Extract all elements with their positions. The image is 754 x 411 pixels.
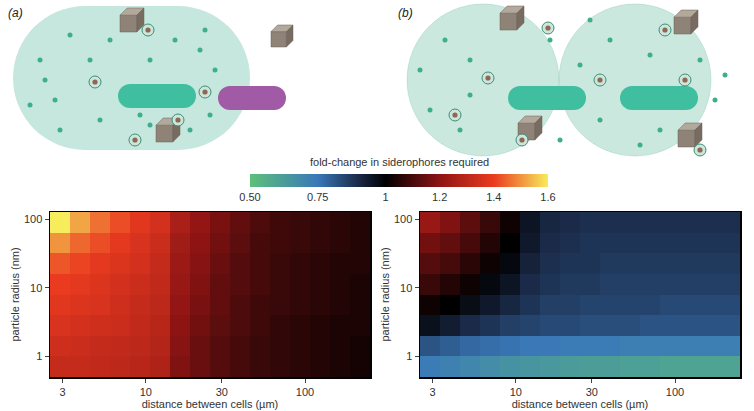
svg-text:1.4: 1.4 bbox=[486, 191, 501, 203]
svg-text:30: 30 bbox=[586, 386, 598, 398]
svg-text:10: 10 bbox=[400, 282, 412, 294]
svg-text:0.75: 0.75 bbox=[307, 191, 328, 203]
svg-text:1: 1 bbox=[382, 191, 388, 203]
svg-text:particle radius (nm): particle radius (nm) bbox=[9, 247, 21, 341]
svg-text:particle radius (nm): particle radius (nm) bbox=[379, 247, 391, 341]
svg-text:100: 100 bbox=[394, 213, 412, 225]
svg-text:distance between cells (µm): distance between cells (µm) bbox=[142, 398, 279, 410]
svg-text:1: 1 bbox=[406, 350, 412, 362]
svg-text:1: 1 bbox=[36, 350, 42, 362]
svg-text:100: 100 bbox=[666, 386, 684, 398]
svg-text:3: 3 bbox=[60, 386, 66, 398]
svg-text:(a): (a) bbox=[8, 6, 23, 20]
svg-text:30: 30 bbox=[216, 386, 228, 398]
svg-text:10: 10 bbox=[30, 282, 42, 294]
svg-text:1.2: 1.2 bbox=[432, 191, 447, 203]
svg-text:3: 3 bbox=[430, 386, 436, 398]
svg-text:10: 10 bbox=[140, 386, 152, 398]
svg-text:distance between cells (µm): distance between cells (µm) bbox=[512, 398, 649, 410]
svg-text:100: 100 bbox=[24, 213, 42, 225]
svg-text:1.6: 1.6 bbox=[540, 191, 555, 203]
svg-text:0.50: 0.50 bbox=[239, 191, 260, 203]
svg-text:(b): (b) bbox=[398, 6, 413, 20]
svg-text:fold-change in siderophores re: fold-change in siderophores required bbox=[310, 156, 489, 168]
svg-text:100: 100 bbox=[296, 386, 314, 398]
svg-text:10: 10 bbox=[510, 386, 522, 398]
